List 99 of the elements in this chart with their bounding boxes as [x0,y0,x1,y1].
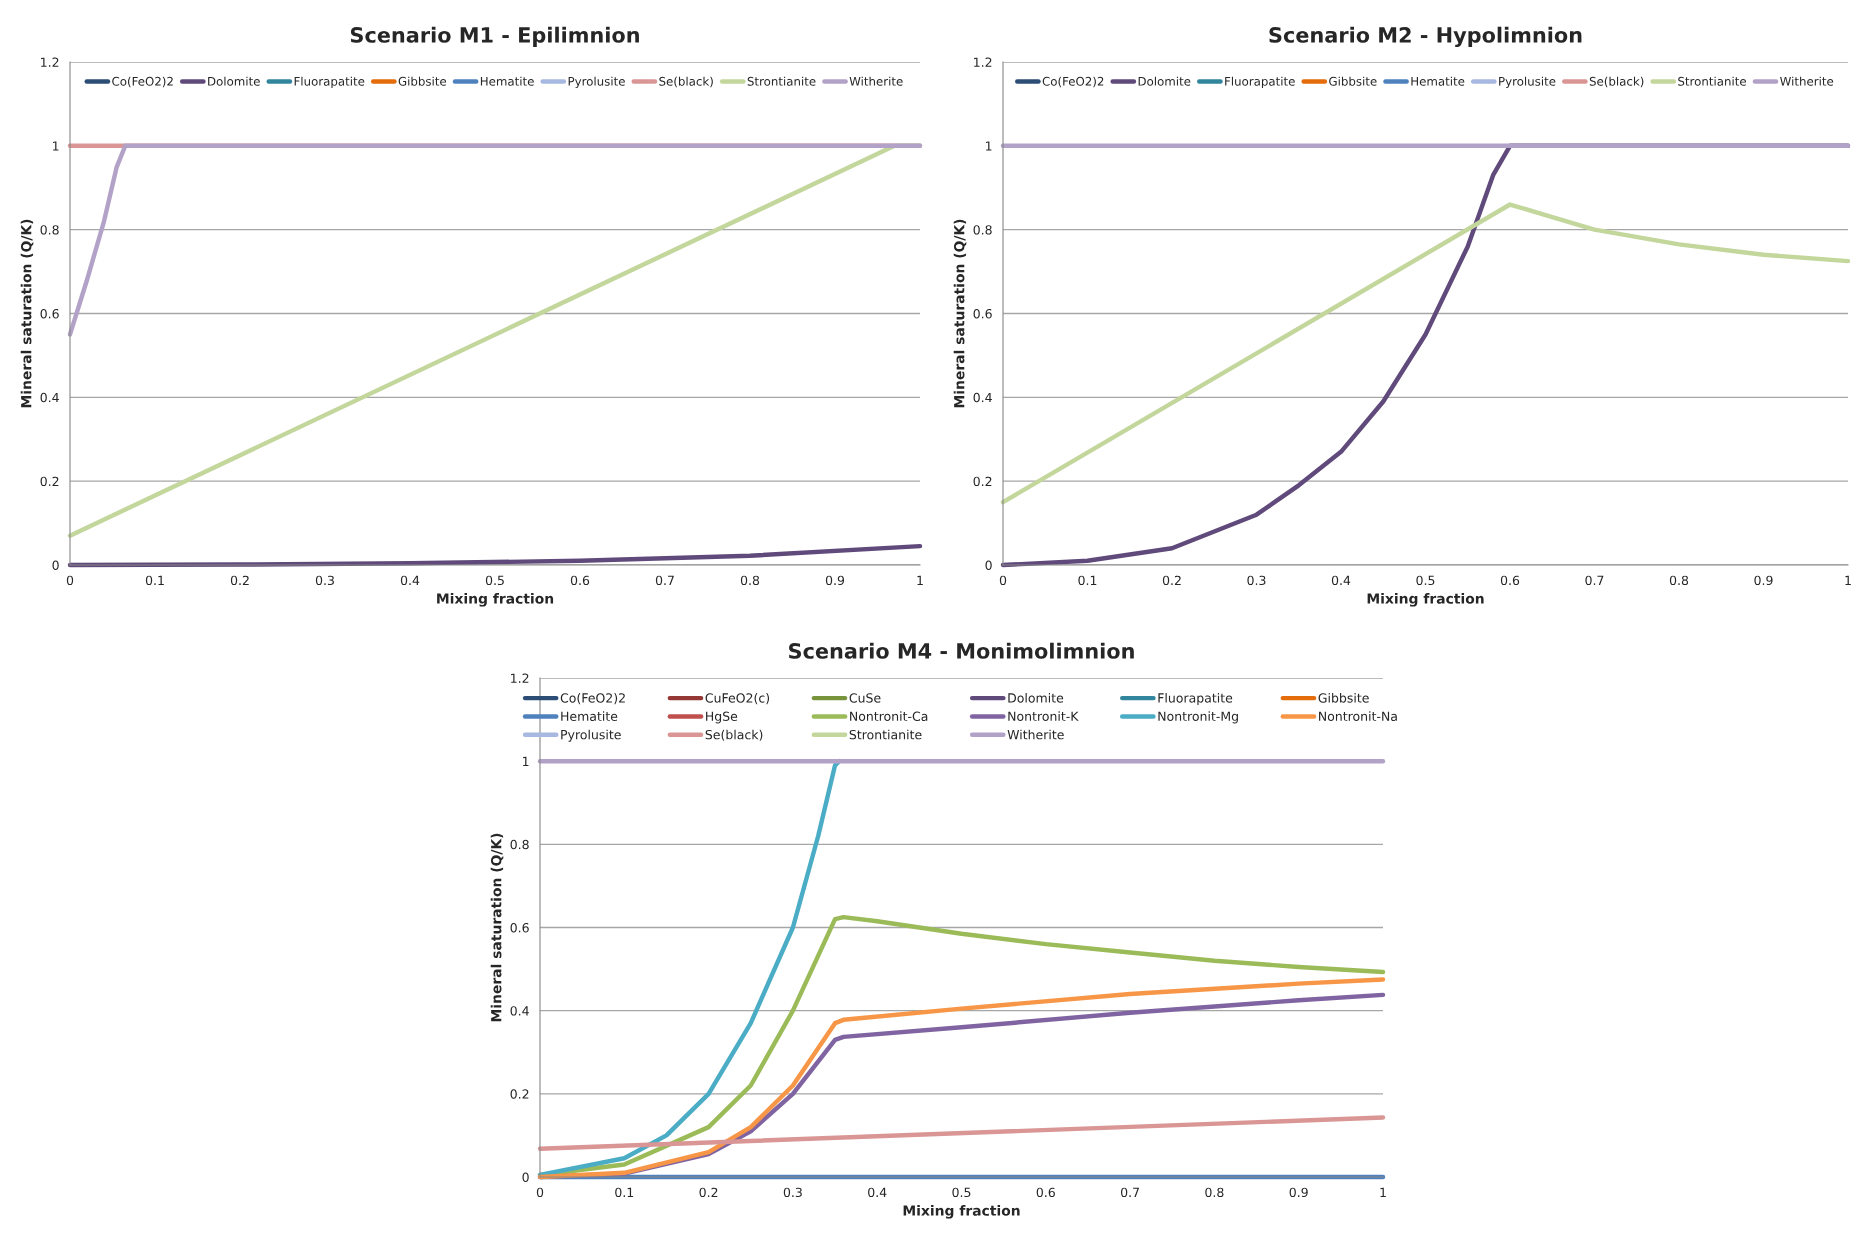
legend-label: Dolomite [1138,76,1191,86]
x-axis-title: Mixing fraction [1367,593,1484,607]
y-tick-label: 0.8 [510,839,529,850]
y-tick-label: 0.4 [40,392,59,403]
legend-label: HgSe [706,711,738,724]
chart-title: Scenario M1 - Epilimnion [350,26,639,47]
y-tick-label: 1 [523,756,529,766]
legend-label: CuFeO2(c) [705,693,770,705]
legend-label: Fluorapatite [1225,76,1295,89]
y-tick-label: 0 [985,560,992,570]
legend-label: Nontronit-Ca [850,711,928,722]
legend-label: Nontronit-K [1008,711,1079,722]
legend-label: CuSe [849,693,881,703]
y-axis-title: Mineral saturation (Q/K) [953,219,967,408]
legend-label: Fluorapatite [294,76,365,89]
y-tick-label: 0.6 [510,922,529,933]
y-tick-label: 0.4 [510,1006,529,1016]
legend-label: Nontronit-Na [1319,711,1397,722]
x-tick-label: 0.8 [740,575,760,586]
y-tick-label: 0.4 [973,392,992,403]
x-tick-label: 0.6 [1036,1187,1055,1198]
x-tick-label: 0.4 [1331,575,1351,586]
legend-label: Dolomite [1008,692,1064,703]
legend-label: Strontianite [747,76,816,86]
chart-title: Scenario M2 - Hypolimnion [1269,26,1582,48]
x-tick-label: 0.1 [1078,575,1097,586]
legend-label: Gibbsite [398,76,447,86]
legend-label: Co(FeO2)2 [560,693,625,705]
x-tick-label: 0.7 [1585,575,1604,586]
x-tick-label: 0.4 [400,575,420,586]
legend-label: Nontronit-Mg [1158,711,1238,724]
x-tick-label: 0.7 [655,575,674,586]
legend-label: Hematite [1411,76,1465,86]
x-tick-label: 0.2 [1162,575,1181,586]
x-tick-label: 1 [1845,575,1851,585]
x-tick-label: 0.3 [315,575,334,586]
legend-label: Co(FeO2)2 [1042,76,1104,88]
y-tick-label: 0.8 [973,225,992,235]
legend-label: Pyrolusite [561,729,621,742]
legend-label: Witherite [1007,729,1064,740]
x-tick-label: 0.5 [952,1187,971,1198]
x-tick-label: 0.9 [825,575,845,586]
y-tick-label: 0.8 [40,225,59,235]
y-tick-label: 0.2 [40,476,59,487]
y-tick-label: 0 [522,1172,529,1182]
x-tick-label: 0.9 [1289,1187,1308,1198]
legend-label: Witherite [1780,76,1834,86]
x-axis-title: Mixing fraction [903,1205,1020,1219]
legend-label: Strontianite [1678,76,1746,86]
y-tick-label: 1.2 [511,673,529,683]
legend-label: Se(black) [1589,76,1644,88]
y-tick-label: 0.2 [973,476,992,487]
legend-label: Strontianite [849,729,922,740]
x-tick-label: 0.1 [145,575,164,586]
legend-label: Fluorapatite [1158,692,1233,706]
y-tick-label: 0.2 [510,1089,529,1099]
legend-label: Gibbsite [1318,692,1369,703]
y-tick-label: 0.6 [973,308,992,319]
x-tick-label: 0 [66,575,74,586]
y-tick-label: 1.2 [41,57,59,67]
x-tick-label: 0.6 [1500,575,1520,586]
x-tick-label: 0.1 [615,1187,634,1198]
x-tick-label: 1 [917,575,923,585]
x-tick-label: 0.7 [1120,1187,1139,1198]
x-tick-label: 0.8 [1205,1187,1224,1198]
y-tick-label: 1.2 [974,57,992,67]
x-tick-label: 0 [999,575,1007,586]
x-tick-label: 0 [536,1187,544,1198]
x-tick-label: 0.8 [1669,575,1689,586]
y-axis-title: Mineral saturation (Q/K) [20,219,34,408]
legend-label: Hematite [480,76,534,86]
x-tick-label: 0.3 [783,1187,802,1198]
y-tick-label: 1 [986,141,992,151]
x-tick-label: 0.2 [699,1187,718,1198]
chart-title: Scenario M4 - Monimolimnion [789,642,1134,659]
legend-label: Se(black) [659,76,713,88]
line-series [67,143,923,337]
x-axis-title: Mixing fraction [437,593,554,607]
y-axis-title: Mineral saturation (Q/K) [490,833,504,1022]
legend-label: Pyrolusite [568,76,625,89]
legend-label: Co(FeO2)2 [112,76,173,88]
legend-label: Pyrolusite [1499,76,1556,89]
x-tick-label: 0.6 [570,575,590,586]
legend-label: Se(black) [705,729,763,741]
x-tick-label: 0.5 [1416,575,1435,586]
x-tick-label: 0.3 [1247,575,1266,586]
x-tick-label: 0.9 [1754,575,1773,586]
y-tick-label: 0.6 [40,308,59,319]
x-tick-label: 0.5 [485,575,504,586]
legend-label: Gibbsite [1329,76,1377,86]
x-tick-label: 0.2 [230,575,249,586]
x-tick-label: 1 [1380,1187,1386,1197]
legend-label: Hematite [561,711,618,722]
y-tick-label: 1 [53,141,59,151]
y-tick-label: 0 [52,560,59,570]
line-series [1000,202,1851,505]
x-tick-label: 0.4 [868,1187,887,1198]
legend-label: Dolomite [208,76,260,86]
legend-label: Witherite [849,76,903,86]
